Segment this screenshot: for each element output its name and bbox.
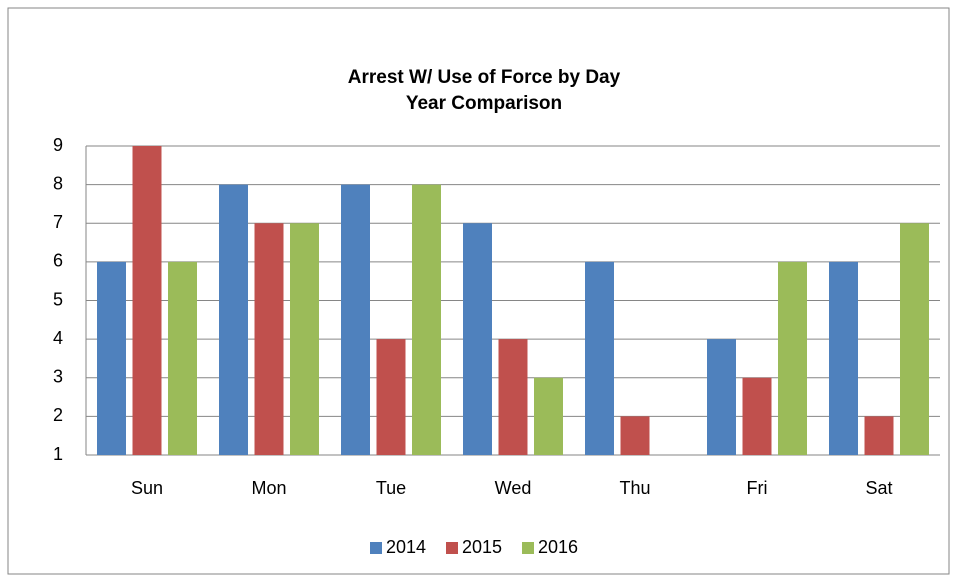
bar [900,223,929,455]
legend-swatch [446,542,458,554]
x-tick-label: Fri [747,478,768,498]
bar [132,146,162,455]
bar [376,339,406,455]
bar [219,184,248,455]
x-tick-label: Wed [495,478,532,498]
y-tick-label: 7 [53,212,63,232]
bar [341,184,370,455]
y-tick-label: 5 [53,289,63,309]
y-tick-label: 8 [53,173,63,193]
bar [534,377,563,455]
bar [585,261,614,455]
y-tick-label: 9 [53,135,63,155]
legend-label: 2014 [386,537,426,557]
chart-title: Arrest W/ Use of Force by Day [348,67,621,88]
bar [864,416,894,455]
legend-swatch [522,542,534,554]
x-tick-label: Mon [251,478,286,498]
bar [97,261,126,455]
y-tick-label: 2 [53,405,63,425]
bar [742,377,772,455]
x-tick-label: Sat [865,478,892,498]
y-tick-label: 6 [53,251,63,271]
x-tick-label: Sun [131,478,163,498]
bar [254,223,284,455]
bar [463,223,492,455]
bar [829,261,858,455]
bar [498,339,528,455]
bar [168,261,197,455]
bar [620,416,650,455]
x-tick-label: Tue [376,478,406,498]
legend-swatch [370,542,382,554]
bar [290,223,319,455]
x-tick-label: Thu [619,478,650,498]
chart-subtitle: Year Comparison [406,93,562,114]
legend-label: 2015 [462,537,502,557]
bar [412,184,441,455]
bar [778,261,807,455]
y-tick-label: 3 [53,367,63,387]
y-tick-label: 4 [53,328,63,348]
y-tick-label: 1 [53,444,63,464]
legend-label: 2016 [538,537,578,557]
bar [707,339,736,455]
